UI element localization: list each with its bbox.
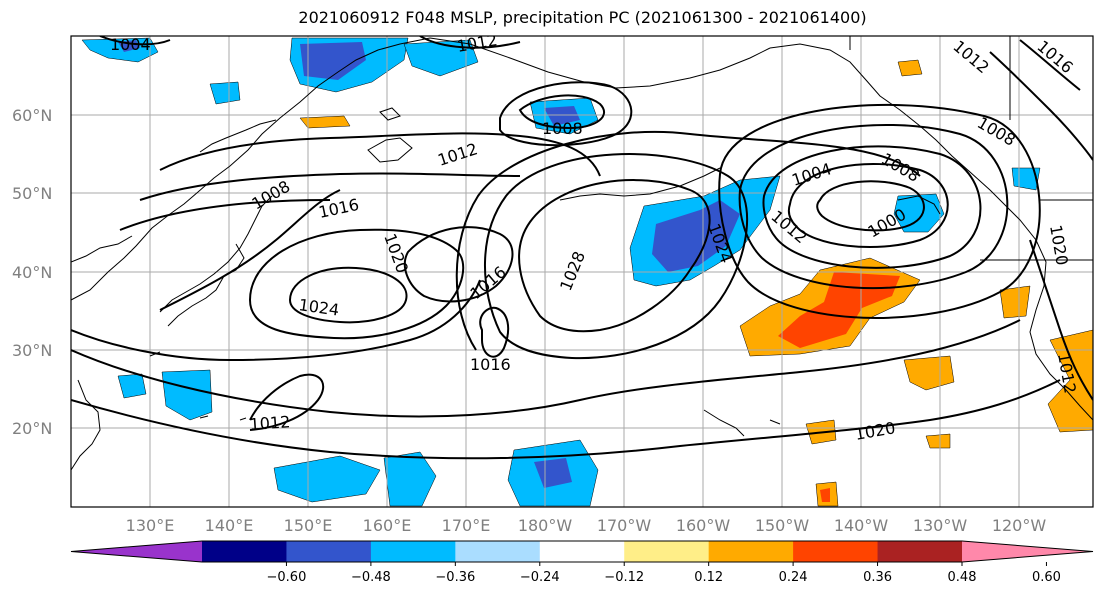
lon-label: 140°W xyxy=(834,516,889,535)
colorbar-extend-low xyxy=(71,541,202,562)
colorbar-cell xyxy=(370,541,456,562)
colorbar-tick-label: 0.60 xyxy=(1032,570,1061,585)
colorbar-cell xyxy=(202,541,287,562)
lat-label: 30°N xyxy=(12,341,52,360)
map-panel: 1004 1012 1008 1012 1008 1016 1020 1024 … xyxy=(71,35,1093,507)
map-frame xyxy=(70,35,1094,508)
isobars xyxy=(71,36,1093,460)
colorbar-tick-label: −0.36 xyxy=(435,570,475,585)
colorbar-tick-label: 0.36 xyxy=(863,570,892,585)
negative-precip-areas xyxy=(81,37,1041,507)
colorbar-tick-label: 0.24 xyxy=(779,570,808,585)
longitude-labels: 130°E 140°E 150°E 160°E 170°E 180°W 170°… xyxy=(126,516,1047,535)
colorbar-outline xyxy=(70,540,1094,563)
lon-label: 170°W xyxy=(597,516,652,535)
map-title: 2021060912 F048 MSLP, precipitation PC (… xyxy=(298,8,867,27)
lon-label: 160°W xyxy=(676,516,731,535)
lat-label: 20°N xyxy=(12,419,52,438)
lon-label: 130°W xyxy=(913,516,968,535)
colorbar-cell xyxy=(455,541,541,562)
colorbar-extend-high xyxy=(962,541,1093,562)
colorbar-tick-label: −0.24 xyxy=(520,570,560,585)
lon-label: 150°E xyxy=(284,516,333,535)
colorbar-cell xyxy=(624,541,710,562)
lon-label: 140°E xyxy=(205,516,254,535)
colorbar-tick-label: 0.12 xyxy=(694,570,723,585)
colorbar-tick-label: −0.60 xyxy=(267,570,307,585)
colorbar: −0.60 −0.48 −0.36 −0.24 −0.12 0.12 0.24 0.36 0.4… xyxy=(70,540,1094,585)
lat-label: 60°N xyxy=(12,106,52,125)
colorbar-tick-label: −0.48 xyxy=(351,570,391,585)
lon-label: 170°E xyxy=(442,516,491,535)
lon-label: 130°E xyxy=(126,516,175,535)
lon-label: 180°W xyxy=(518,516,573,535)
colorbar-cell xyxy=(877,541,963,562)
lon-label: 120°W xyxy=(992,516,1047,535)
colorbar-cell xyxy=(539,541,625,562)
gridlines xyxy=(71,36,1093,507)
coastlines xyxy=(71,36,1093,471)
lat-label: 40°N xyxy=(12,263,52,282)
isobar-label: 1016 xyxy=(470,355,511,374)
lon-label: 160°E xyxy=(363,516,412,535)
isobar-label: 1004 xyxy=(110,35,151,54)
lat-label: 50°N xyxy=(12,184,52,203)
colorbar-tick-label: 0.48 xyxy=(948,570,977,585)
colorbar-cell xyxy=(708,541,794,562)
isobar-label: 1012 xyxy=(249,412,291,434)
colorbar-cell xyxy=(793,541,879,562)
colorbar-cell xyxy=(286,541,372,562)
colorbar-tick-label: −0.12 xyxy=(604,570,644,585)
positive-precip-areas xyxy=(299,59,1093,507)
latitude-labels: 60°N 50°N 40°N 30°N 20°N xyxy=(12,106,52,438)
isobar-label: 1008 xyxy=(542,119,583,138)
lon-label: 150°W xyxy=(755,516,810,535)
